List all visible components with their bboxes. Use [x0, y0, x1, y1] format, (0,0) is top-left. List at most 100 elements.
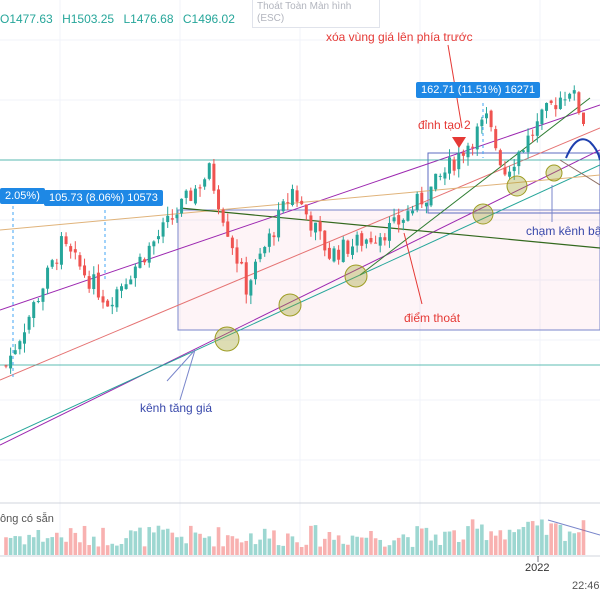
volume-bar [253, 544, 258, 555]
volume-bar [101, 527, 105, 555]
volume-bar [179, 536, 184, 555]
volume-bar [119, 543, 124, 555]
annotation-touch-channel: chạm kênh bật [526, 224, 600, 238]
candle-body [535, 121, 539, 136]
channel-mid-line [0, 127, 600, 381]
volume-bar [267, 538, 272, 555]
candle-body [277, 210, 281, 238]
volume-bar [202, 537, 207, 555]
projection-arc [565, 138, 600, 161]
volume-bar [78, 542, 82, 555]
volume-bar [322, 538, 327, 555]
volume-bar [318, 546, 322, 555]
open-value: O1477.63 [0, 12, 53, 26]
candle-body [244, 262, 248, 295]
volume-bar [27, 534, 31, 555]
candle-body [378, 237, 382, 246]
volume-bar [540, 519, 544, 555]
candle-body [46, 267, 50, 289]
volume-bar [22, 544, 27, 555]
clock-label: 22:46 [572, 580, 600, 592]
candle-body [272, 235, 276, 238]
volume-trend-line [547, 519, 600, 536]
candle-body [387, 222, 391, 241]
volume-bar [332, 539, 336, 555]
candle-body [411, 210, 415, 214]
candle-body [18, 341, 22, 350]
volume-bar [225, 535, 230, 555]
candle-body [9, 355, 13, 369]
volume-bar [128, 530, 133, 555]
candle-body [568, 93, 572, 99]
candle-body [489, 110, 493, 128]
touch-circle-3 [344, 264, 368, 288]
candle-body [253, 261, 257, 280]
candle-body [383, 237, 387, 241]
volume-bar [147, 527, 152, 555]
volume-bar [50, 537, 54, 555]
volume-bar [68, 528, 73, 555]
candle-body [304, 204, 308, 215]
candle-body [309, 215, 313, 231]
volume-bar [258, 539, 262, 555]
volume-bar [577, 532, 581, 555]
candle-body [498, 150, 502, 166]
annotation-erase-zone: xóa vùng giá lên phía trước [326, 30, 473, 44]
volume-bar [152, 532, 156, 555]
candle-body [360, 233, 364, 246]
candle-body [415, 193, 419, 211]
volume-bar [276, 545, 281, 555]
volume-bar [36, 529, 41, 555]
volume-bar [304, 544, 309, 555]
candle-body [180, 198, 184, 214]
candle-body [175, 214, 179, 219]
volume-bar [470, 519, 475, 555]
candle-body [152, 241, 156, 247]
volume-bar [272, 530, 276, 555]
volume-bar [581, 520, 586, 555]
breakout-line [359, 97, 591, 276]
projection-line-down [559, 159, 600, 186]
candle-body [420, 192, 424, 205]
peak-zone [427, 152, 600, 214]
measure-badge-right: 162.71 (11.51%) 16271 [416, 82, 541, 98]
volume-bar [336, 535, 341, 555]
volume-bar [193, 532, 198, 555]
candle-body [230, 237, 234, 249]
volume-bar [198, 533, 202, 555]
volume-bar [8, 537, 13, 555]
volume-bar [378, 539, 383, 555]
candle-body [346, 240, 350, 254]
candle-body [392, 217, 396, 222]
touch-circle-5 [506, 175, 528, 197]
volume-bar [295, 542, 299, 555]
candle-body [69, 246, 73, 252]
volume-bar [503, 539, 507, 555]
volume-bar [415, 526, 419, 555]
volume-bar [572, 533, 577, 555]
candle-body [480, 119, 484, 127]
volume-bar [262, 528, 267, 555]
volume-bar [55, 532, 59, 555]
candle-body [4, 365, 8, 367]
candle-body [512, 166, 516, 172]
candle-body [484, 113, 488, 119]
candle-body [531, 134, 535, 136]
candle-body [558, 97, 562, 109]
volume-bar [41, 541, 45, 555]
volume-bar [544, 534, 549, 555]
candle-body [96, 272, 100, 298]
candle-body [286, 202, 290, 204]
channel-lower-line [0, 149, 600, 446]
candle-body [226, 221, 230, 237]
volume-bar [369, 530, 373, 555]
measure-badge-left-partial: 2.05%) [0, 188, 45, 204]
volume-bar [456, 541, 461, 555]
volume-bar [480, 524, 484, 555]
candle-body [448, 157, 452, 174]
candle-body [323, 230, 327, 251]
candle-body [240, 261, 244, 264]
candle-body [115, 289, 119, 308]
